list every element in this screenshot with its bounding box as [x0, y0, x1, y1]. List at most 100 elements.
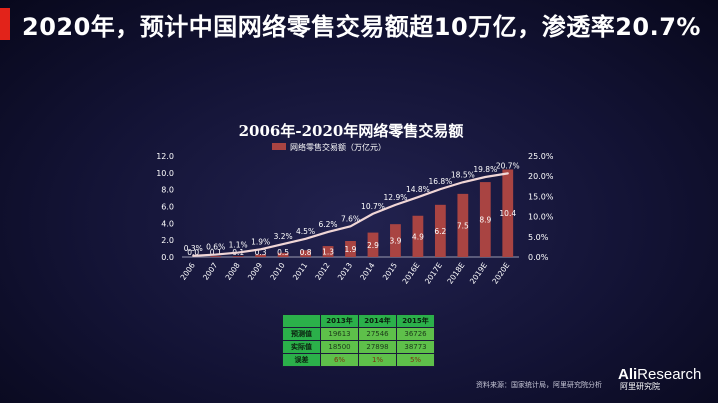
y-right-tick-label: 20.0% — [528, 172, 554, 181]
bar — [277, 252, 289, 257]
line-value-label: 14.8% — [406, 185, 430, 194]
x-tick-label: 2014 — [358, 261, 376, 282]
source-note: 资料来源：国家统计局，阿里研究院分析 — [476, 381, 602, 389]
table-row-label: 实际值 — [282, 340, 321, 354]
penetration-line — [192, 172, 509, 257]
line-value-label: 6.2% — [319, 220, 338, 229]
bar — [345, 241, 356, 257]
bar — [255, 254, 267, 257]
y-left-tick-label: 10.0 — [156, 169, 174, 178]
y-left-tick-label: 6.0 — [161, 203, 174, 212]
logo-text-research: Research — [637, 366, 702, 383]
aliresearch-logo: AliResearch 阿里研究院 — [618, 367, 701, 391]
table-row-label: 误差 — [282, 353, 321, 367]
line-value-label: 0.3% — [184, 244, 203, 253]
bar-value-label: 10.4 — [499, 209, 516, 218]
line-value-label: 12.9% — [384, 193, 408, 202]
bar-value-label: 0.5 — [277, 248, 289, 257]
bar-value-label: 0.3 — [255, 248, 267, 257]
bar — [502, 169, 514, 257]
bar-value-label: 0.0 — [187, 248, 199, 257]
line-value-label: 3.2% — [274, 232, 293, 241]
bar — [390, 224, 401, 257]
bar-value-label: 1.9 — [345, 245, 357, 254]
legend-swatch — [272, 143, 286, 150]
table-header-cell: 2015年 — [396, 314, 435, 328]
table-header-cell: 2014年 — [358, 314, 397, 328]
table-row-label: 预测值 — [282, 327, 321, 341]
line-value-label: 0.6% — [206, 243, 225, 252]
x-tick-label: 2007 — [201, 261, 219, 282]
table-cell: 1% — [358, 353, 397, 367]
table-header-cell: 2013年 — [320, 314, 359, 328]
bar — [232, 256, 244, 257]
bar-value-label: 0.8 — [300, 248, 312, 257]
table-row: 实际值 18500 27898 38773 — [282, 340, 435, 354]
y-right-tick-label: 25.0% — [528, 152, 554, 161]
bar — [457, 193, 469, 257]
y-left-tick-label: 4.0 — [161, 219, 174, 228]
table-cell: 27546 — [358, 327, 397, 341]
x-tick-label: 2008 — [223, 261, 241, 282]
bar-value-label: 4.9 — [412, 232, 424, 241]
line-value-label: 19.8% — [473, 165, 497, 174]
bar-value-label: 2.9 — [367, 241, 379, 250]
bar — [434, 204, 446, 257]
y-left-tick-label: 2.0 — [161, 236, 174, 245]
logo-text-ali: Ali — [618, 366, 638, 383]
bar-value-label: 0.1 — [210, 248, 222, 257]
x-tick-label: 2013 — [336, 261, 354, 282]
bar-value-label: 1.3 — [322, 248, 334, 257]
legend-label: 网络零售交易额（万亿元） — [290, 142, 386, 152]
x-tick-label: 2018E — [445, 261, 466, 286]
accent-bar — [0, 8, 10, 40]
x-tick-label: 2019E — [468, 261, 489, 286]
y-left-tick-label: 8.0 — [161, 186, 174, 195]
y-left-tick-label: 0.0 — [161, 253, 174, 262]
forecast-table: 2013年 2014年 2015年 预测值 19613 27546 36726 … — [282, 314, 435, 367]
bar — [322, 246, 334, 257]
y-right-tick-label: 0.0% — [528, 253, 549, 262]
line-value-label: 10.7% — [361, 202, 385, 211]
line-value-label: 16.8% — [428, 177, 452, 186]
bar-value-label: 3.9 — [389, 237, 401, 246]
x-tick-label: 2012 — [313, 261, 331, 282]
y-left-tick-label: 12.0 — [156, 152, 174, 161]
bar-value-label: 6.2 — [434, 227, 446, 236]
line-value-label: 4.5% — [296, 227, 315, 236]
table-cell: 38773 — [396, 340, 435, 354]
table-cell: 19613 — [320, 327, 359, 341]
table-header-row: 2013年 2014年 2015年 — [282, 314, 435, 328]
bar — [412, 215, 424, 257]
x-tick-label: 2006 — [179, 261, 197, 282]
chart-title: 2006年-2020年网络零售交易额 — [239, 122, 464, 140]
table-row: 误差 6% 1% 5% — [282, 353, 435, 367]
line-value-label: 1.1% — [229, 241, 248, 250]
x-tick-label: 2010 — [268, 261, 286, 282]
x-tick-label: 2016E — [400, 261, 421, 286]
logo-subtitle: 阿里研究院 — [620, 382, 660, 391]
line-value-label: 1.9% — [251, 237, 270, 246]
bar-value-label: 8.9 — [479, 216, 491, 225]
line-value-label: 18.5% — [451, 170, 475, 179]
x-tick-label: 2020E — [490, 261, 511, 286]
table-cell: 6% — [320, 353, 359, 367]
bar — [367, 232, 379, 257]
bar — [479, 182, 491, 257]
bar — [300, 250, 311, 257]
y-right-tick-label: 10.0% — [528, 213, 554, 222]
table-cell: 27898 — [358, 340, 397, 354]
y-right-tick-label: 5.0% — [528, 233, 549, 242]
x-tick-label: 2011 — [291, 261, 309, 282]
x-tick-label: 2015 — [381, 261, 399, 282]
table-header-cell — [282, 314, 321, 328]
table-cell: 36726 — [396, 327, 435, 341]
x-tick-label: 2009 — [246, 261, 264, 282]
bar — [210, 256, 222, 257]
line-value-label: 20.7% — [496, 161, 520, 170]
table-cell: 18500 — [320, 340, 359, 354]
slide-headline: 2020年，预计中国网络零售交易额超10万亿，渗透率20.7% — [22, 13, 701, 41]
table-row: 预测值 19613 27546 36726 — [282, 327, 435, 341]
line-value-label: 7.6% — [341, 214, 360, 223]
